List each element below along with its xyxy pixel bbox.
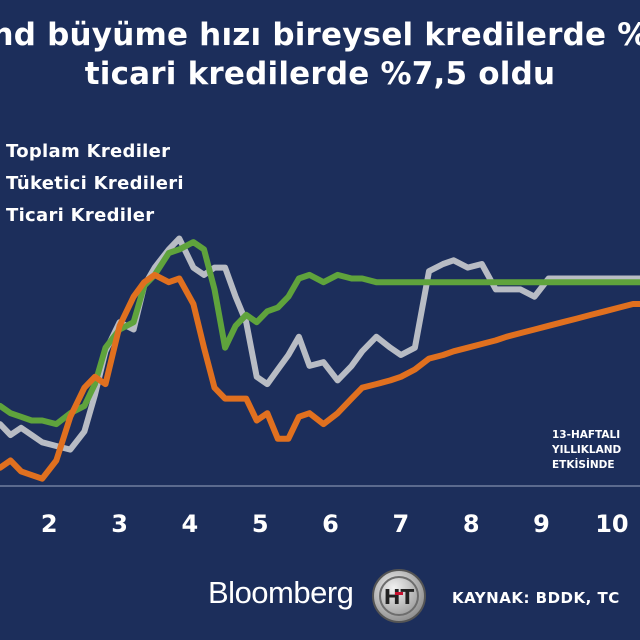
x-tick-label: 6 — [322, 510, 339, 538]
bloomberg-logo: Bloomberg — [208, 575, 354, 610]
series-consumer-line — [0, 239, 640, 428]
source-label: KAYNAK: BDDK, TC — [452, 589, 620, 607]
legend-commercial: Ticari Krediler — [6, 205, 155, 226]
x-tick-label: 5 — [252, 510, 269, 538]
note-line-3: ETKİSİNDE — [552, 459, 615, 471]
x-tick-label: 3 — [111, 510, 128, 538]
x-tick-labels: 2 3 4 5 6 7 8 9 10 — [41, 510, 629, 538]
ht-logo-text: HT — [384, 585, 415, 609]
x-tick-label: 2 — [41, 510, 58, 538]
legend-consumer: Tüketici Kredileri — [6, 173, 184, 194]
title-line-1: nd büyüme hızı bireysel kredilerde % — [0, 17, 640, 53]
x-tick-label: 10 — [595, 510, 628, 538]
note-line-1: 13-HAFTALI — [552, 429, 621, 441]
x-tick-label: 9 — [533, 510, 550, 538]
title-line-2: ticari kredilerde %7,5 oldu — [84, 56, 556, 92]
x-tick-label: 4 — [182, 510, 199, 538]
series-commercial-line — [0, 271, 640, 482]
x-tick-label: 8 — [463, 510, 480, 538]
note-line-2: YILLIKLAND — [552, 444, 622, 456]
legend-total: Toplam Krediler — [6, 141, 171, 162]
ht-logo: HT — [372, 569, 426, 623]
chart-note: 13-HAFTALI YILLIKLAND ETKİSİNDE — [552, 428, 621, 473]
x-tick-label: 7 — [393, 510, 410, 538]
series-layer — [0, 235, 640, 482]
chart-title: nd büyüme hızı bireysel kredilerde % tic… — [0, 16, 640, 94]
